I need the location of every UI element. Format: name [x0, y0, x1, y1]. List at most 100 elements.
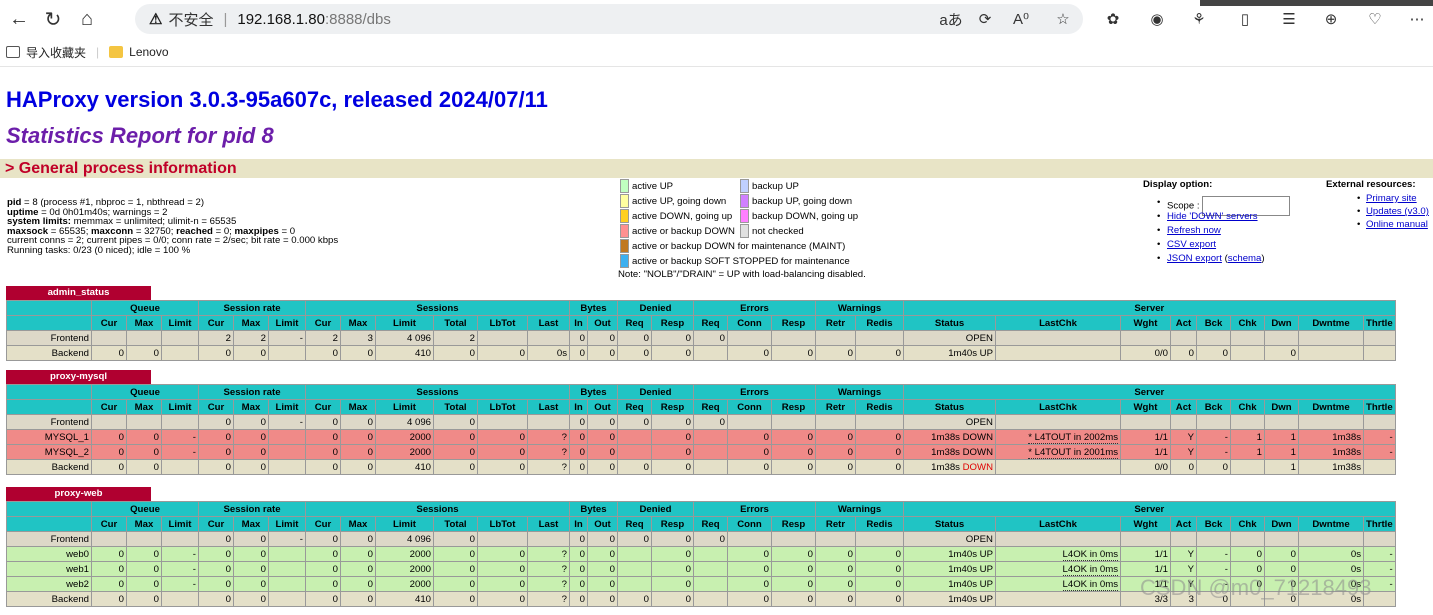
cell-value: 0 [895, 548, 901, 560]
display-options-header: Display option: [1143, 179, 1213, 190]
table-cell: 0 [815, 429, 856, 445]
proxy-name-proxy-web[interactable]: proxy-web [6, 487, 151, 501]
table-cell: 0 [233, 414, 269, 430]
column-header: LastChk [995, 399, 1121, 415]
header-group: Server [903, 384, 1396, 400]
browser-icon-6[interactable]: ⚘ [1192, 11, 1206, 28]
table-cell: 410 [375, 345, 434, 361]
cell-value: 0 [579, 461, 585, 473]
browser-icon-7[interactable]: ▯ [1240, 11, 1250, 28]
browser-icon-0[interactable]: aあ [939, 11, 963, 29]
cell-value: 0 [153, 461, 159, 473]
cell-value: - [1389, 446, 1393, 458]
proxy-name-proxy-mysql[interactable]: proxy-mysql [6, 370, 151, 384]
header-group: Session rate [198, 501, 306, 517]
cell-value: 0 [118, 593, 124, 605]
refresh-now-link[interactable]: Refresh now [1167, 225, 1221, 236]
cell-value: Frontend [50, 416, 89, 428]
table-cell: 0 [1196, 345, 1231, 361]
manual-item: Online manual [1357, 218, 1429, 231]
cell-value: 0 [579, 431, 585, 443]
table-cell [268, 561, 306, 577]
table-cell [91, 330, 127, 346]
row-name-cell[interactable]: Backend [6, 459, 92, 475]
address-bar[interactable]: ⚠ 不安全 | 192.168.1.80 :8888/dbs [135, 4, 1083, 34]
table-cell: 0 [305, 531, 341, 547]
primary-site-link[interactable]: Primary site [1366, 193, 1417, 204]
table-cell: 3 [340, 330, 376, 346]
cell-value: 0 [719, 533, 725, 545]
browser-icon-3[interactable]: ☆ [1056, 11, 1070, 28]
cell-value: 0 [225, 431, 231, 443]
table-cell: 0 [617, 531, 652, 547]
json-export-link[interactable]: JSON export [1167, 253, 1222, 264]
browser-icon-8[interactable]: ☰ [1282, 11, 1296, 28]
cell-value: 0 [763, 548, 769, 560]
cell-value: 0 [225, 533, 231, 545]
row-name-cell[interactable]: web1 [6, 561, 92, 577]
cell-value: 0 [609, 347, 615, 359]
column-header: Status [903, 315, 996, 331]
warning-icon[interactable]: ⚠ [149, 11, 163, 28]
column-header: Limit [268, 399, 306, 415]
process-info-line: current conns = 2; current pipes = 0/0; … [7, 236, 338, 246]
table-cell: 0 [587, 546, 618, 562]
bookmark-import[interactable]: 导入收藏夹 [0, 44, 92, 61]
csv-export-link[interactable]: CSV export [1167, 239, 1217, 250]
table-cell: 0 [569, 330, 588, 346]
row-name-cell[interactable]: Frontend [6, 330, 92, 346]
cell-value: 1/1 [1154, 578, 1168, 590]
cell-value: 0 [847, 431, 853, 443]
table-cell: 2 [433, 330, 478, 346]
cell-value: 0 [763, 461, 769, 473]
row-name-cell[interactable]: Backend [6, 345, 92, 361]
table-cell: 0 [587, 429, 618, 445]
cell-value: 0 [847, 563, 853, 575]
table-cell: 0 [233, 429, 269, 445]
table-cell: 0 [651, 444, 694, 460]
cell-value: - [192, 431, 196, 443]
browser-icon-10[interactable]: ♡ [1368, 11, 1382, 28]
row-name-cell[interactable]: web2 [6, 576, 92, 592]
table-cell [1170, 531, 1197, 547]
proxy-name-admin_status[interactable]: admin_status [6, 286, 151, 300]
table-cell: 1/1 [1120, 429, 1171, 445]
table-cell: Y [1170, 429, 1197, 445]
browser-icon-11[interactable]: ⋯ [1409, 11, 1425, 28]
row-name-cell[interactable]: MYSQL_2 [6, 444, 92, 460]
legend-item: backup UP, going down [740, 194, 852, 208]
column-header: Last [527, 399, 570, 415]
browser-icon-4[interactable]: ✿ [1106, 11, 1120, 28]
row-name-cell[interactable]: Frontend [6, 414, 92, 430]
hide-down-item: Hide 'DOWN' servers [1157, 210, 1290, 224]
reload-icon[interactable]: ↻ [44, 8, 62, 31]
bookmark-lenovo[interactable]: Lenovo [103, 45, 174, 59]
browser-icon-2[interactable]: A⁰ [1012, 11, 1030, 28]
table-cell: 0 [91, 444, 127, 460]
row-name-cell[interactable]: web0 [6, 546, 92, 562]
home-icon[interactable]: ⌂ [80, 7, 94, 30]
table-cell [1298, 330, 1364, 346]
row-name-cell[interactable]: Backend [6, 591, 92, 607]
browser-icon-1[interactable]: ⟳ [978, 11, 992, 28]
header-group: Server [903, 501, 1396, 517]
schema-link[interactable]: schema [1227, 253, 1262, 264]
header-group: Warnings [815, 384, 904, 400]
row-name-cell[interactable]: MYSQL_1 [6, 429, 92, 445]
updates-link[interactable]: Updates (v3.0) [1366, 206, 1429, 217]
legend-swatch [620, 209, 629, 223]
table-cell [268, 546, 306, 562]
back-icon[interactable]: ← [9, 7, 29, 30]
row-name-cell[interactable]: Frontend [6, 531, 92, 547]
online-manual-link[interactable]: Online manual [1366, 219, 1428, 230]
cell-value: 4 096 [406, 533, 431, 545]
table-cell: 0 [587, 591, 618, 607]
hide-down-link[interactable]: Hide 'DOWN' servers [1167, 211, 1258, 222]
cell-value: 1 [1290, 446, 1296, 458]
table-cell: 0 [126, 429, 162, 445]
cell-value: ? [561, 593, 567, 605]
security-label[interactable]: 不安全 [168, 11, 214, 29]
browser-icon-9[interactable]: ⊕ [1324, 11, 1338, 28]
table-cell: 4 096 [375, 414, 434, 430]
browser-icon-5[interactable]: ◉ [1150, 11, 1164, 28]
